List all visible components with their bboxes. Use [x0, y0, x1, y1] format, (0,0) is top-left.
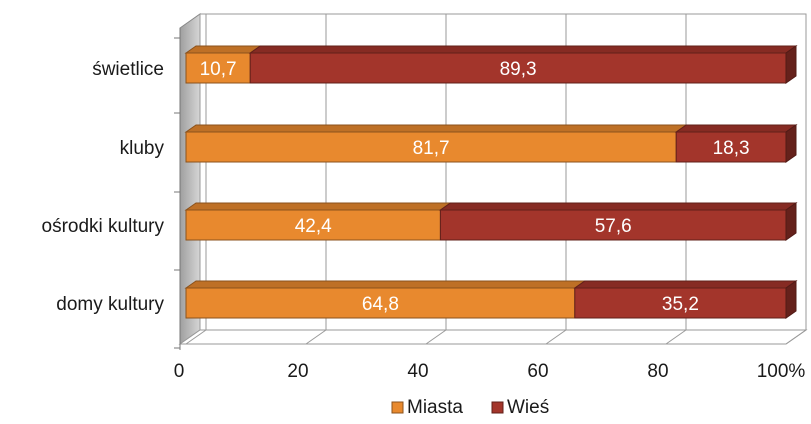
floor-gridline	[185, 329, 207, 345]
bar-wieś-0	[574, 287, 787, 319]
bar-wieś-3	[249, 52, 787, 84]
bar-side-3	[785, 45, 797, 84]
floor-gridline	[665, 329, 687, 345]
bar-top-1-1	[438, 202, 798, 211]
bar-top-0-1	[184, 202, 452, 211]
floor-gridline	[545, 329, 567, 345]
legend-label: Miasta	[407, 397, 463, 418]
bar-top-1-0	[573, 280, 798, 289]
bar-wieś-1	[439, 209, 787, 241]
bar-top-1-2	[674, 124, 798, 133]
bar-wieś-2	[675, 131, 787, 163]
legend-swatch-wieś	[491, 401, 504, 414]
bar-top-0-0	[184, 280, 587, 289]
bar-side-0	[785, 280, 797, 319]
bar-top-0-2	[184, 124, 688, 133]
x-tick-label: 40	[407, 361, 428, 382]
x-tick-label: 20	[287, 361, 308, 382]
data-label: 89,3	[500, 59, 537, 80]
bar-miasta-0	[185, 287, 576, 319]
legend-label: Wieś	[507, 397, 549, 418]
x-tick-label: 0	[174, 361, 185, 382]
floor-gridline	[425, 329, 447, 345]
floor-gridline	[785, 329, 807, 345]
data-label: 42,4	[295, 216, 332, 237]
floor-gridline	[305, 329, 327, 345]
bar-top-0-3	[184, 45, 262, 54]
data-label: 10,7	[200, 59, 237, 80]
legend-swatch-miasta	[391, 401, 404, 414]
category-label: świetlice	[92, 59, 164, 80]
x-tick-label: 100%	[757, 361, 806, 382]
data-label: 35,2	[662, 294, 699, 315]
x-tick-label: 80	[647, 361, 668, 382]
category-label: kluby	[120, 138, 165, 159]
bar-side-1	[785, 202, 797, 241]
data-label: 18,3	[713, 138, 750, 159]
bar-top-1-3	[248, 45, 798, 54]
bar-miasta-2	[185, 131, 677, 163]
x-tick-label: 60	[527, 361, 548, 382]
floor	[178, 329, 808, 345]
category-label: domy kultury	[56, 294, 164, 315]
bar-side-2	[785, 124, 797, 163]
data-label: 57,6	[595, 216, 632, 237]
data-label: 64,8	[362, 294, 399, 315]
bar-miasta-1	[185, 209, 441, 241]
data-label: 81,7	[413, 138, 450, 159]
category-label: ośrodki kultury	[42, 216, 165, 237]
